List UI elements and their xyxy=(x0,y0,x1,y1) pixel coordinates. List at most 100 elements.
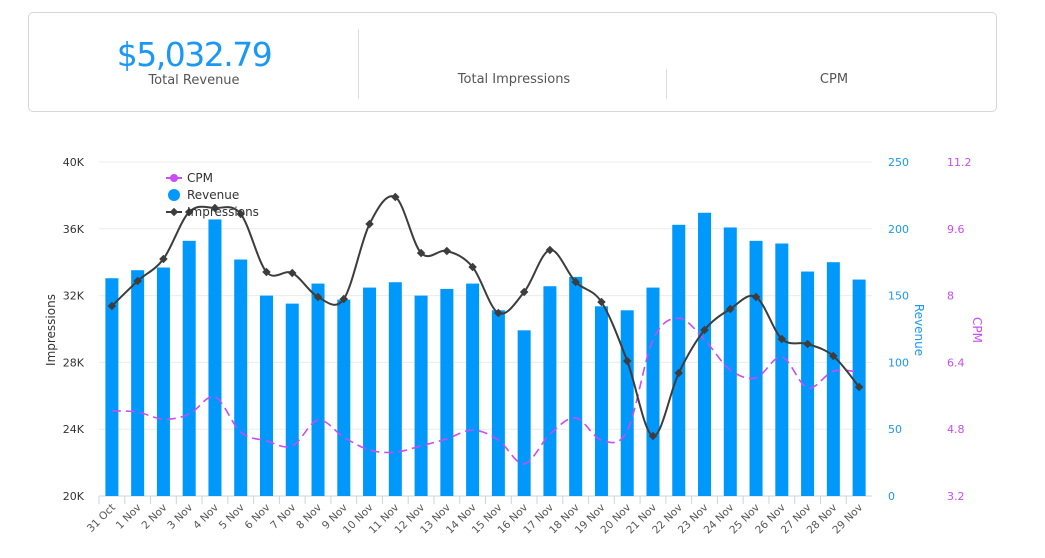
y-tick-revenue: 50 xyxy=(888,423,902,436)
impressions-point xyxy=(803,339,812,349)
impressions-point xyxy=(210,203,220,213)
x-tick-label: 7 Nov xyxy=(268,502,298,532)
y-tick-revenue: 0 xyxy=(888,490,895,503)
impressions-point xyxy=(854,382,864,392)
y-tick-revenue: 150 xyxy=(888,290,909,303)
y-tick-cpm: 9.6 xyxy=(947,223,965,236)
impressions-point xyxy=(391,192,400,202)
impressions-point xyxy=(133,276,142,286)
revenue-bar xyxy=(388,282,402,496)
impressions-point xyxy=(751,292,761,302)
y-tick-impressions: 40K xyxy=(63,156,85,169)
cpm-label: CPM xyxy=(819,72,849,87)
impressions-point xyxy=(468,262,477,272)
revenue-bar xyxy=(594,306,608,496)
revenue-bar xyxy=(543,286,557,496)
y-tick-cpm: 8 xyxy=(947,290,954,303)
total-revenue-label: Total Revenue xyxy=(148,73,240,88)
revenue-bar xyxy=(569,276,583,496)
summary-card: $5,032.79 Total Revenue Total Impression… xyxy=(28,12,997,112)
impressions-point xyxy=(494,308,503,318)
impressions-point xyxy=(416,248,426,258)
revenue-bar xyxy=(775,243,789,496)
y-tick-impressions: 20K xyxy=(63,490,85,503)
x-tick-label: 1 Nov xyxy=(114,502,144,532)
revenue-bar xyxy=(491,310,505,496)
legend-label: Revenue xyxy=(187,188,239,202)
y-axis-title-cpm: CPM xyxy=(970,317,984,343)
impressions-point xyxy=(597,297,606,307)
revenue-bar xyxy=(672,224,686,497)
impressions-point xyxy=(700,325,709,335)
y-axis-title-impressions: Impressions xyxy=(44,294,58,366)
y-tick-impressions: 28K xyxy=(63,356,85,369)
impressions-point xyxy=(442,246,452,256)
x-tick-label: 5 Nov xyxy=(217,502,247,532)
divider xyxy=(358,29,359,99)
revenue-bar xyxy=(801,271,815,496)
impressions-line xyxy=(111,195,860,437)
y-tick-impressions: 36K xyxy=(63,223,85,236)
divider xyxy=(666,69,667,99)
y-tick-impressions: 24K xyxy=(63,423,85,436)
revenue-bar xyxy=(208,219,222,496)
revenue-bar xyxy=(620,310,634,496)
x-tick-label: 8 Nov xyxy=(294,502,324,532)
cpm-stat: CPM xyxy=(729,72,939,87)
total-impressions-label: Total Impressions xyxy=(457,72,571,87)
impressions-point xyxy=(288,268,297,278)
legend-marker-cpm xyxy=(170,174,178,182)
revenue-bar xyxy=(337,299,351,496)
x-tick-label: 31 Oct xyxy=(85,502,118,535)
impressions-point xyxy=(674,368,683,378)
impressions-stat: Total Impressions xyxy=(409,72,619,87)
legend-marker-impressions xyxy=(169,207,179,217)
y-tick-revenue: 200 xyxy=(888,223,909,236)
impressions-point xyxy=(339,294,349,304)
y-tick-impressions: 32K xyxy=(63,290,85,303)
legend-label: CPM xyxy=(187,171,213,185)
impressions-point xyxy=(726,304,735,314)
y-tick-cpm: 3.2 xyxy=(947,490,965,503)
revenue-bar xyxy=(363,287,377,496)
impressions-point xyxy=(313,292,323,302)
revenue-bar xyxy=(311,283,325,496)
revenue-bar xyxy=(131,270,145,496)
revenue-bar xyxy=(285,303,299,496)
legend-label: Impressions xyxy=(187,205,259,219)
y-tick-cpm: 6.4 xyxy=(947,356,965,369)
impressions-point xyxy=(829,351,838,361)
revenue-bar xyxy=(826,262,840,496)
revenue-bar xyxy=(466,283,480,496)
impressions-point xyxy=(184,207,194,217)
revenue-bar xyxy=(156,267,170,496)
impressions-point xyxy=(571,277,580,287)
y-tick-revenue: 250 xyxy=(888,156,909,169)
impressions-point xyxy=(107,301,117,311)
y-tick-cpm: 11.2 xyxy=(947,156,972,169)
impressions-point xyxy=(365,219,374,229)
revenue-bar xyxy=(105,278,119,496)
revenue-bar xyxy=(517,330,531,496)
revenue-bar xyxy=(182,240,196,496)
revenue-bar xyxy=(723,227,737,497)
impressions-point xyxy=(236,209,245,219)
y-axis-title-revenue: Revenue xyxy=(912,304,926,356)
cpm-line xyxy=(111,317,860,465)
y-tick-revenue: 100 xyxy=(888,356,909,369)
impressions-point xyxy=(648,431,658,441)
x-tick-label: 4 Nov xyxy=(191,502,221,532)
revenue-bar xyxy=(440,288,454,496)
impressions-point xyxy=(519,287,529,297)
x-tick-label: 6 Nov xyxy=(243,502,273,532)
revenue-bar xyxy=(698,212,712,496)
x-tick-label: 3 Nov xyxy=(165,502,195,532)
revenue-bar xyxy=(646,287,660,496)
revenue-bar xyxy=(414,295,428,496)
revenue-stat: $5,032.79 Total Revenue xyxy=(89,37,299,89)
x-tick-label: 2 Nov xyxy=(139,502,169,532)
revenue-bar xyxy=(259,295,273,496)
impressions-point xyxy=(262,267,271,277)
